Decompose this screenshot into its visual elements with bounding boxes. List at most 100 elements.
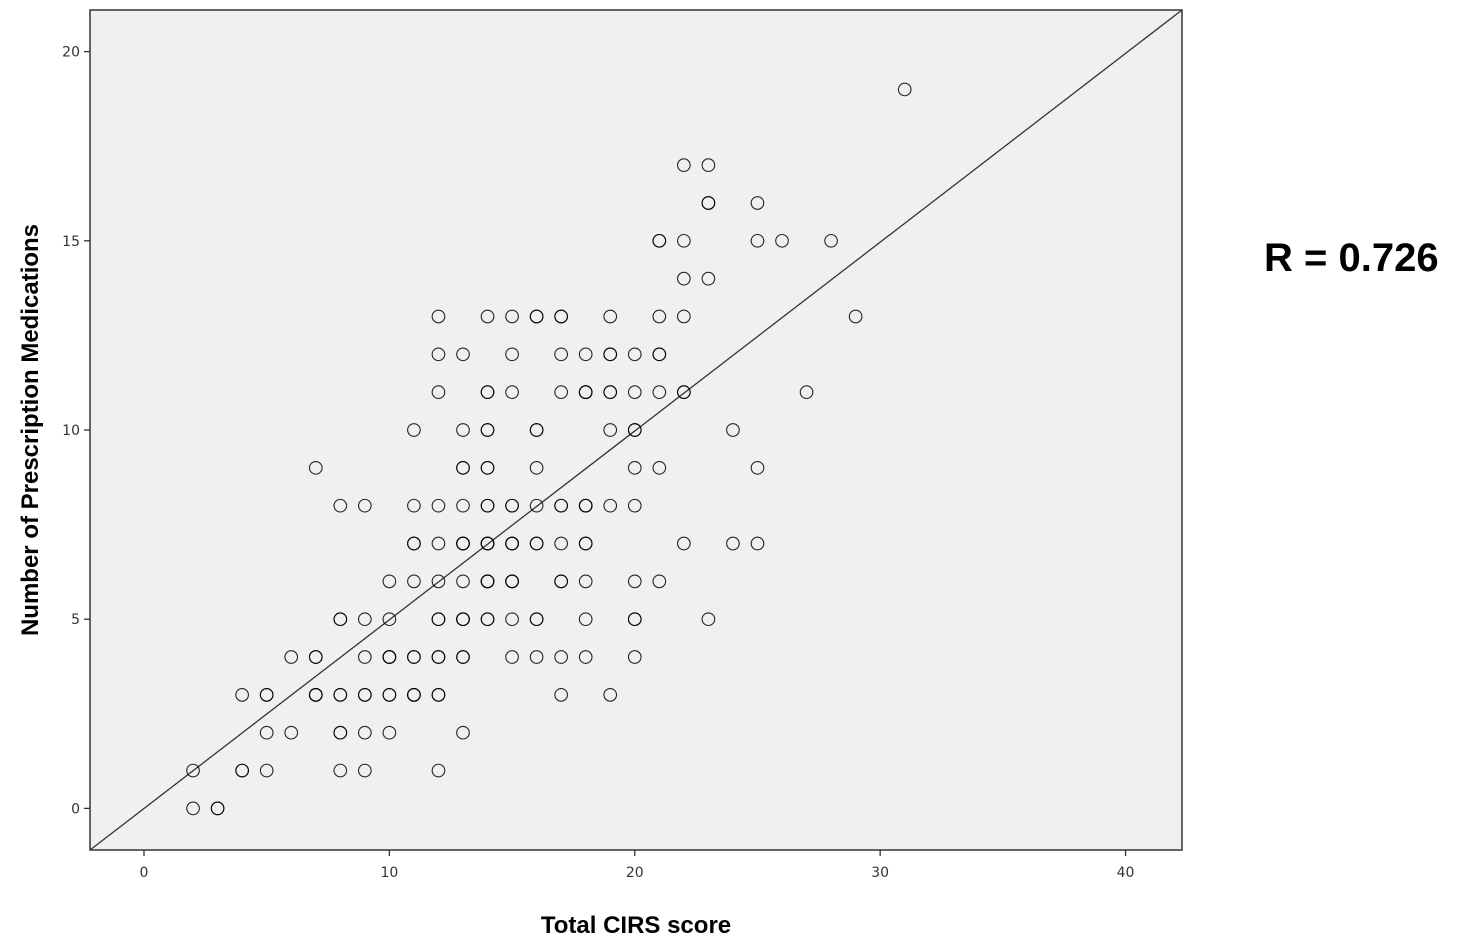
- data-point: [407, 423, 421, 437]
- x-axis-ticks: 0 10 20 30 40: [140, 850, 1134, 881]
- data-point: [554, 385, 569, 400]
- data-point: [357, 688, 372, 702]
- data-point: [382, 688, 397, 702]
- data-point: [456, 725, 470, 740]
- data-point: [407, 688, 421, 702]
- data-point: [750, 460, 765, 475]
- data-point: [505, 650, 519, 664]
- data-point: [578, 574, 593, 589]
- data-point: [407, 650, 421, 664]
- data-point: [627, 460, 642, 475]
- data-point: [259, 763, 274, 778]
- data-point: [456, 460, 470, 475]
- data-point: [529, 536, 544, 551]
- data-point: [627, 385, 642, 400]
- data-point: [186, 801, 200, 816]
- data-point: [726, 536, 740, 551]
- data-point: [603, 688, 618, 702]
- data-point: [529, 309, 544, 324]
- data-point: [431, 688, 446, 702]
- y-tick-label: 5: [71, 612, 80, 628]
- data-point: [308, 460, 323, 475]
- data-point: [627, 650, 642, 664]
- data-point: [578, 347, 593, 362]
- data-point: [554, 309, 569, 324]
- data-point: [701, 271, 716, 286]
- data-point: [824, 233, 838, 248]
- data-point: [456, 612, 470, 627]
- data-point: [333, 498, 348, 513]
- data-point: [578, 536, 593, 551]
- data-point: [407, 536, 421, 551]
- data-point: [480, 498, 495, 513]
- data-point: [652, 385, 667, 400]
- data-point: [284, 650, 299, 664]
- data-point: [652, 233, 667, 248]
- data-point: [554, 347, 569, 362]
- data-point: [701, 158, 716, 172]
- data-point: [529, 460, 544, 475]
- x-tick-label: 30: [871, 865, 889, 881]
- data-point: [652, 347, 667, 362]
- data-point: [578, 498, 593, 513]
- data-point: [627, 498, 642, 513]
- data-point: [652, 309, 667, 324]
- data-point: [431, 612, 446, 627]
- data-point: [627, 423, 642, 437]
- y-tick-label: 20: [62, 45, 80, 61]
- data-point: [284, 725, 299, 740]
- data-point: [308, 650, 323, 664]
- data-point: [456, 423, 470, 437]
- data-point: [357, 725, 372, 740]
- data-point: [456, 650, 470, 664]
- data-point: [431, 385, 446, 400]
- data-point: [382, 612, 397, 627]
- data-point: [578, 612, 593, 627]
- data-point: [456, 574, 470, 589]
- data-point: [407, 574, 421, 589]
- data-point: [677, 158, 691, 172]
- data-point: [431, 574, 446, 589]
- data-point: [382, 650, 397, 664]
- y-axis-title: Number of Prescription Medications: [17, 224, 44, 636]
- data-point: [677, 271, 691, 286]
- data-point: [554, 688, 569, 702]
- data-point: [603, 423, 618, 437]
- data-point: [505, 612, 519, 627]
- data-point: [529, 612, 544, 627]
- data-point: [480, 309, 495, 324]
- data-point: [505, 347, 519, 362]
- data-point: [456, 498, 470, 513]
- data-point: [677, 233, 691, 248]
- data-point: [799, 385, 814, 400]
- data-point: [529, 650, 544, 664]
- y-tick-label: 15: [62, 234, 80, 250]
- x-axis-title: Total CIRS score: [541, 912, 731, 939]
- data-point: [431, 498, 446, 513]
- data-point: [333, 725, 348, 740]
- data-point: [431, 347, 446, 362]
- data-point: [407, 498, 421, 513]
- data-point: [677, 309, 691, 324]
- data-point: [726, 423, 740, 437]
- data-point: [431, 309, 446, 324]
- data-point: [186, 763, 200, 778]
- data-point: [357, 763, 372, 778]
- data-point: [652, 574, 667, 589]
- x-tick-label: 0: [140, 865, 149, 881]
- data-points: [186, 82, 912, 816]
- data-point: [677, 385, 691, 400]
- reference-line: [89, 9, 1183, 851]
- data-point: [480, 574, 495, 589]
- data-point: [333, 612, 348, 627]
- data-point: [677, 536, 691, 551]
- data-point: [210, 801, 225, 816]
- data-point: [627, 347, 642, 362]
- data-point: [897, 82, 912, 97]
- data-point: [603, 347, 618, 362]
- y-tick-label: 0: [71, 801, 80, 817]
- data-point: [235, 688, 249, 702]
- data-point: [603, 385, 618, 400]
- data-point: [505, 536, 519, 551]
